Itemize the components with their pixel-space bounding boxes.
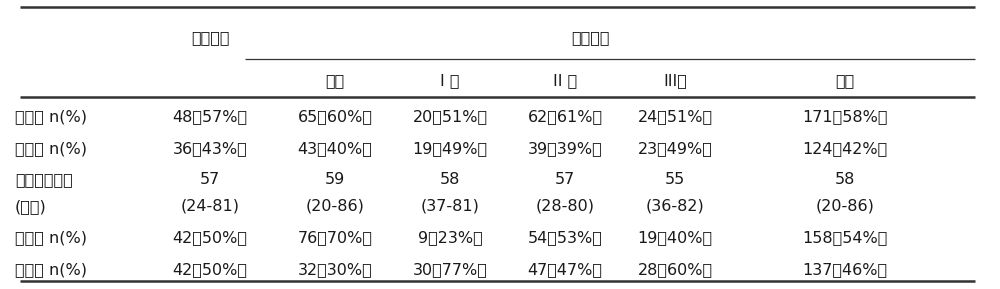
- Text: 30（77%）: 30（77%）: [413, 262, 487, 277]
- Text: 59: 59: [325, 173, 345, 188]
- Text: 48（57%）: 48（57%）: [172, 110, 248, 124]
- Text: 20（51%）: 20（51%）: [412, 110, 488, 124]
- Text: 肿瘾组织: 肿瘾组织: [571, 31, 609, 46]
- Text: 19（40%）: 19（40%）: [637, 230, 713, 245]
- Text: 43（40%）: 43（40%）: [298, 141, 372, 156]
- Text: 158（54%）: 158（54%）: [802, 230, 888, 245]
- Text: 57: 57: [200, 173, 220, 188]
- Text: 19（49%）: 19（49%）: [412, 141, 488, 156]
- Text: 65（60%）: 65（60%）: [298, 110, 372, 124]
- Text: 62（61%）: 62（61%）: [527, 110, 603, 124]
- Text: 55: 55: [665, 173, 685, 188]
- Text: 年龄，平均值: 年龄，平均值: [15, 173, 73, 188]
- Text: 9（23%）: 9（23%）: [418, 230, 482, 245]
- Text: III期: III期: [663, 73, 687, 88]
- Text: 57: 57: [555, 173, 575, 188]
- Text: (37-81): (37-81): [421, 199, 479, 214]
- Text: 36（43%）: 36（43%）: [173, 141, 247, 156]
- Text: 171（58%）: 171（58%）: [802, 110, 888, 124]
- Text: 23（49%）: 23（49%）: [638, 141, 712, 156]
- Text: 女性， n(%): 女性， n(%): [15, 141, 87, 156]
- Text: 28（60%）: 28（60%）: [637, 262, 713, 277]
- Text: 39（39%）: 39（39%）: [528, 141, 602, 156]
- Text: 男性， n(%): 男性， n(%): [15, 110, 87, 124]
- Text: II 期: II 期: [553, 73, 577, 88]
- Text: (24-81): (24-81): [180, 199, 240, 214]
- Text: 47（47%）: 47（47%）: [528, 262, 602, 277]
- Text: 58: 58: [835, 173, 855, 188]
- Text: 54（53%）: 54（53%）: [528, 230, 602, 245]
- Text: 24（51%）: 24（51%）: [637, 110, 713, 124]
- Text: 76（70%）: 76（70%）: [298, 230, 372, 245]
- Text: 腺癌: 腺癌: [325, 73, 345, 88]
- Text: 总计: 总计: [835, 73, 855, 88]
- Text: 42（50%）: 42（50%）: [173, 230, 248, 245]
- Text: 137（46%）: 137（46%）: [802, 262, 888, 277]
- Text: 32（30%）: 32（30%）: [298, 262, 372, 277]
- Text: 直肠， n(%): 直肠， n(%): [15, 262, 87, 277]
- Text: 124（42%）: 124（42%）: [802, 141, 888, 156]
- Text: (范围): (范围): [15, 199, 47, 214]
- Text: 42（50%）: 42（50%）: [173, 262, 248, 277]
- Text: 结肠， n(%): 结肠， n(%): [15, 230, 87, 245]
- Text: (28-80): (28-80): [536, 199, 594, 214]
- Text: (20-86): (20-86): [816, 199, 874, 214]
- Text: (36-82): (36-82): [646, 199, 704, 214]
- Text: (20-86): (20-86): [306, 199, 364, 214]
- Text: 58: 58: [440, 173, 460, 188]
- Text: I 期: I 期: [440, 73, 460, 88]
- Text: 正常组织: 正常组织: [191, 31, 229, 46]
